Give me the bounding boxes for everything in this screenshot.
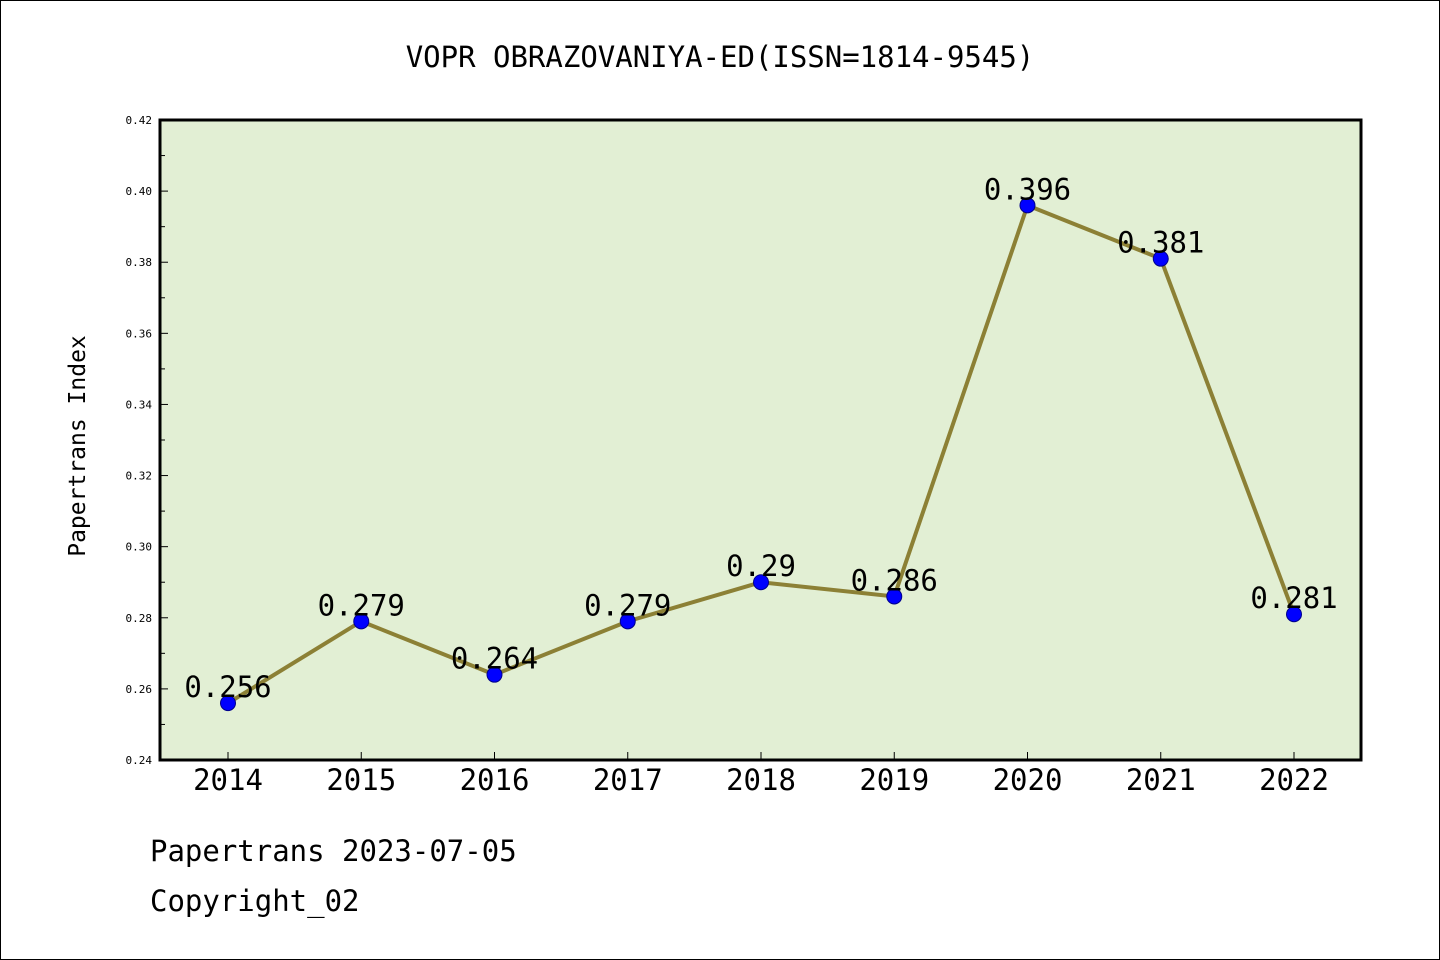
y-tick-label: 0.36 [126, 327, 153, 340]
data-label: 0.279 [584, 588, 671, 622]
data-point [619, 613, 636, 630]
data-point [1286, 606, 1302, 623]
data-point [886, 588, 903, 605]
x-tick-label: 2014 [193, 763, 263, 797]
data-label: 0.256 [184, 670, 271, 704]
x-tick-label: 2017 [593, 763, 663, 797]
y-tick-label: 0.32 [126, 470, 153, 483]
y-tick-label: 0.42 [126, 114, 153, 127]
y-axis-label: Papertrans Index [65, 335, 91, 557]
y-tick-label: 0.28 [126, 612, 153, 625]
x-tick-label: 2019 [859, 763, 929, 797]
data-point [220, 695, 236, 712]
data-label: 0.281 [1250, 581, 1337, 615]
x-tick-label: 2015 [326, 763, 396, 797]
x-tick-label: 2016 [460, 763, 530, 797]
chart-title: VOPR OBRAZOVANIYA-ED(ISSN=1814-9545) [406, 40, 1035, 74]
data-points [220, 197, 1302, 712]
y-tick-label: 0.34 [126, 398, 153, 411]
data-point [486, 666, 503, 683]
x-tick-label: 2021 [1126, 763, 1196, 797]
x-tick-label: 2022 [1259, 763, 1329, 797]
footer-copyright: Copyright_02 [150, 884, 360, 918]
y-tick-label: 0.40 [126, 185, 153, 198]
y-axis-ticks: 0.24 0.26 0.28 0.30 0.32 0.34 0.36 0.38 0.40 0.42 [126, 114, 168, 767]
data-label: 0.279 [318, 588, 405, 622]
data-label: 0.286 [851, 563, 938, 597]
data-point [1019, 197, 1036, 214]
data-point [1152, 250, 1169, 267]
y-tick-label: 0.26 [126, 683, 153, 696]
data-labels: 0.256 0.279 0.264 0.279 0.29 0.286 0.396 0.381 0… [184, 172, 1337, 704]
data-label: 0.381 [1117, 226, 1204, 260]
data-label: 0.29 [726, 549, 796, 583]
data-point [753, 574, 769, 591]
footer-date: Papertrans 2023-07-05 [150, 834, 517, 868]
y-tick-label: 0.24 [126, 754, 153, 767]
plot-area [158, 118, 1363, 762]
x-axis-ticks: 2014 2015 2016 2017 2018 2019 2020 2021 2022 [193, 752, 1329, 797]
data-point [353, 613, 370, 630]
data-label: 0.264 [451, 642, 538, 676]
y-tick-label: 0.30 [126, 541, 153, 554]
data-label: 0.396 [984, 172, 1071, 206]
x-tick-label: 2018 [726, 763, 796, 797]
y-tick-label: 0.38 [126, 256, 153, 269]
x-tick-label: 2020 [993, 763, 1063, 797]
